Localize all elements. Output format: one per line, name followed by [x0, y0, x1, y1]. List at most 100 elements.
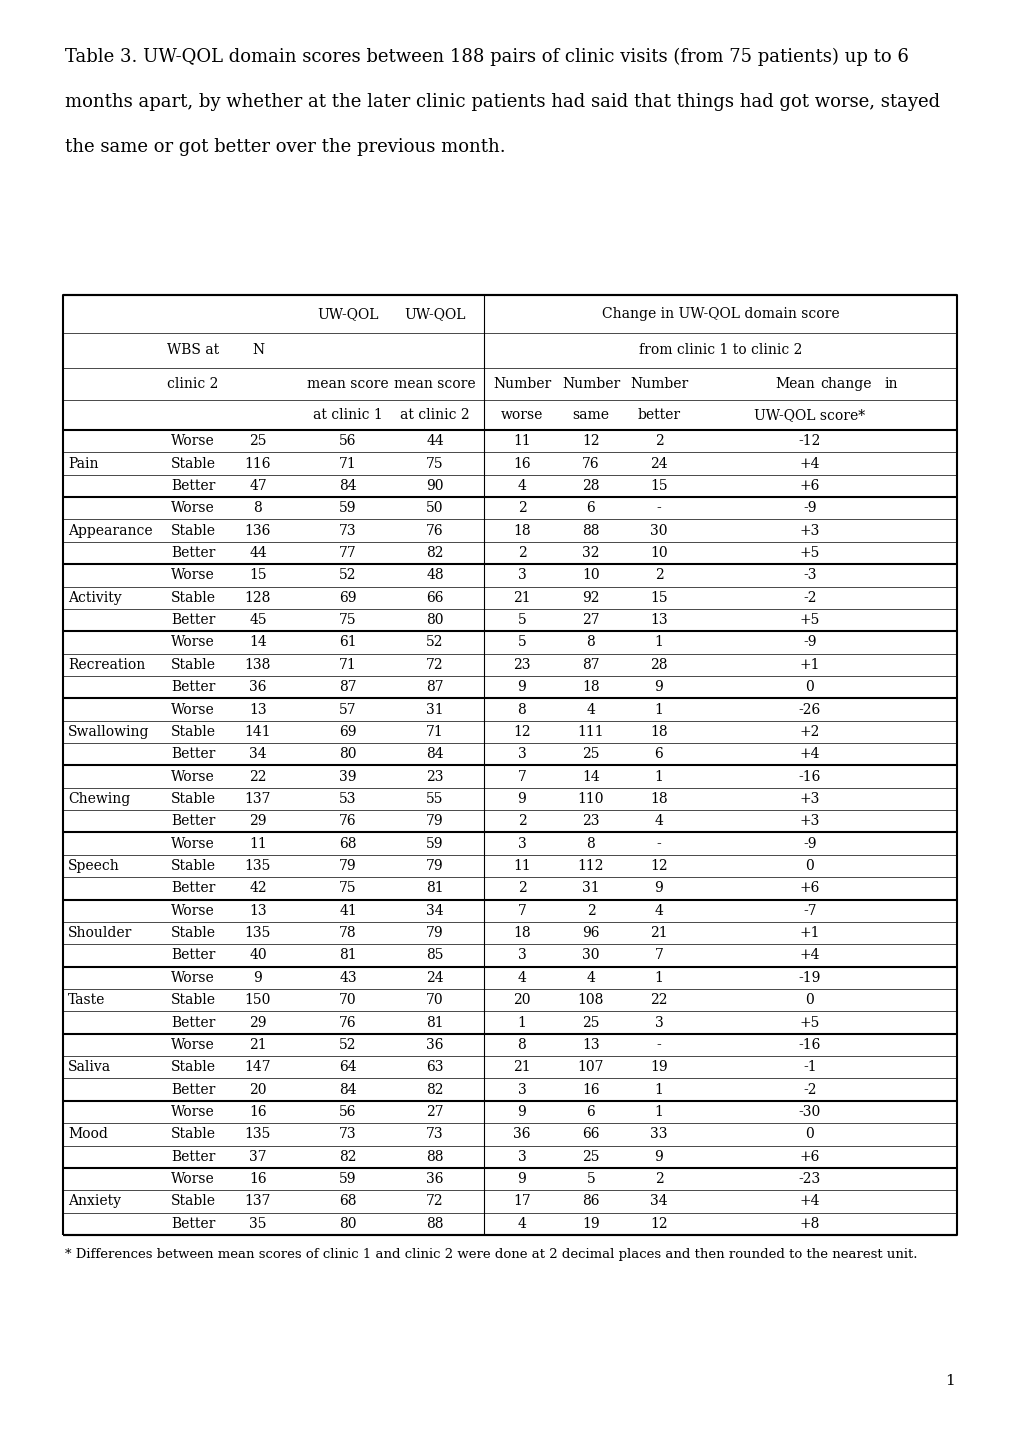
Text: 59: 59 — [426, 837, 443, 851]
Text: 1: 1 — [654, 635, 662, 649]
Text: 78: 78 — [339, 926, 357, 941]
Text: in: in — [883, 377, 897, 391]
Text: Stable: Stable — [170, 590, 215, 605]
Text: 48: 48 — [426, 569, 443, 583]
Text: 22: 22 — [249, 769, 267, 784]
Text: 135: 135 — [245, 926, 271, 941]
Text: 68: 68 — [339, 1195, 357, 1208]
Text: 12: 12 — [649, 859, 667, 873]
Text: 1: 1 — [517, 1016, 526, 1029]
Text: Table 3. UW-QOL domain scores between 188 pairs of clinic visits (from 75 patien: Table 3. UW-QOL domain scores between 18… — [65, 48, 908, 66]
Text: 24: 24 — [649, 456, 667, 470]
Text: 52: 52 — [339, 1038, 357, 1052]
Text: Worse: Worse — [171, 769, 215, 784]
Text: 73: 73 — [426, 1127, 443, 1141]
Text: 13: 13 — [649, 613, 667, 628]
Text: 80: 80 — [339, 747, 357, 762]
Text: 31: 31 — [582, 882, 599, 896]
Text: +6: +6 — [799, 882, 819, 896]
Text: 5: 5 — [517, 613, 526, 628]
Text: 12: 12 — [649, 1216, 667, 1231]
Text: 90: 90 — [426, 479, 443, 494]
Text: 2: 2 — [654, 1172, 662, 1186]
Text: 25: 25 — [582, 747, 599, 762]
Text: 79: 79 — [339, 859, 357, 873]
Text: 81: 81 — [339, 948, 357, 962]
Text: Speech: Speech — [68, 859, 119, 873]
Text: 71: 71 — [338, 658, 357, 672]
Text: 28: 28 — [650, 658, 667, 672]
Text: 84: 84 — [339, 479, 357, 494]
Text: Worse: Worse — [171, 837, 215, 851]
Text: Better: Better — [170, 1016, 215, 1029]
Text: 25: 25 — [249, 434, 267, 449]
Text: 44: 44 — [249, 545, 267, 560]
Text: 34: 34 — [426, 903, 443, 918]
Text: 27: 27 — [426, 1105, 443, 1118]
Text: 31: 31 — [426, 703, 443, 717]
Text: 6: 6 — [586, 1105, 595, 1118]
Text: change: change — [819, 377, 870, 391]
Text: 14: 14 — [249, 635, 267, 649]
Text: 1: 1 — [654, 1082, 662, 1097]
Text: 16: 16 — [249, 1172, 267, 1186]
Text: 2: 2 — [654, 569, 662, 583]
Text: 30: 30 — [582, 948, 599, 962]
Text: Stable: Stable — [170, 1061, 215, 1074]
Text: -16: -16 — [798, 769, 820, 784]
Text: 11: 11 — [513, 859, 530, 873]
Text: 66: 66 — [426, 590, 443, 605]
Text: 4: 4 — [517, 971, 526, 984]
Text: Stable: Stable — [170, 1195, 215, 1208]
Text: 16: 16 — [582, 1082, 599, 1097]
Text: WBS at: WBS at — [167, 343, 219, 358]
Text: 88: 88 — [426, 1216, 443, 1231]
Text: 4: 4 — [654, 814, 662, 828]
Text: 9: 9 — [654, 882, 662, 896]
Text: 81: 81 — [426, 1016, 443, 1029]
Text: the same or got better over the previous month.: the same or got better over the previous… — [65, 139, 505, 156]
Text: Recreation: Recreation — [68, 658, 145, 672]
Text: +3: +3 — [799, 524, 819, 538]
Text: 14: 14 — [582, 769, 599, 784]
Text: 18: 18 — [649, 724, 667, 739]
Text: -: - — [656, 837, 660, 851]
Text: 66: 66 — [582, 1127, 599, 1141]
Text: 19: 19 — [582, 1216, 599, 1231]
Text: +3: +3 — [799, 792, 819, 807]
Text: better: better — [637, 408, 680, 421]
Text: 150: 150 — [245, 993, 271, 1007]
Text: +8: +8 — [799, 1216, 819, 1231]
Text: worse: worse — [500, 408, 543, 421]
Text: 137: 137 — [245, 792, 271, 807]
Text: 11: 11 — [513, 434, 530, 449]
Text: 3: 3 — [517, 1150, 526, 1163]
Text: Worse: Worse — [171, 1172, 215, 1186]
Text: 25: 25 — [582, 1016, 599, 1029]
Text: -2: -2 — [803, 1082, 816, 1097]
Text: 0: 0 — [805, 1127, 813, 1141]
Text: 79: 79 — [426, 814, 443, 828]
Text: -: - — [656, 1038, 660, 1052]
Text: +6: +6 — [799, 479, 819, 494]
Text: 7: 7 — [517, 903, 526, 918]
Text: Better: Better — [170, 747, 215, 762]
Text: months apart, by whether at the later clinic patients had said that things had g: months apart, by whether at the later cl… — [65, 92, 940, 111]
Text: 59: 59 — [339, 501, 357, 515]
Text: 9: 9 — [654, 1150, 662, 1163]
Text: N: N — [252, 343, 264, 358]
Text: 29: 29 — [249, 1016, 267, 1029]
Text: +5: +5 — [799, 613, 819, 628]
Text: Pain: Pain — [68, 456, 99, 470]
Text: 8: 8 — [254, 501, 262, 515]
Text: Stable: Stable — [170, 993, 215, 1007]
Text: Better: Better — [170, 814, 215, 828]
Text: UW-QOL: UW-QOL — [404, 307, 466, 320]
Text: 44: 44 — [426, 434, 443, 449]
Text: 87: 87 — [339, 680, 357, 694]
Text: 8: 8 — [586, 837, 595, 851]
Text: -: - — [656, 501, 660, 515]
Text: -26: -26 — [798, 703, 820, 717]
Text: +2: +2 — [799, 724, 819, 739]
Text: 18: 18 — [513, 926, 530, 941]
